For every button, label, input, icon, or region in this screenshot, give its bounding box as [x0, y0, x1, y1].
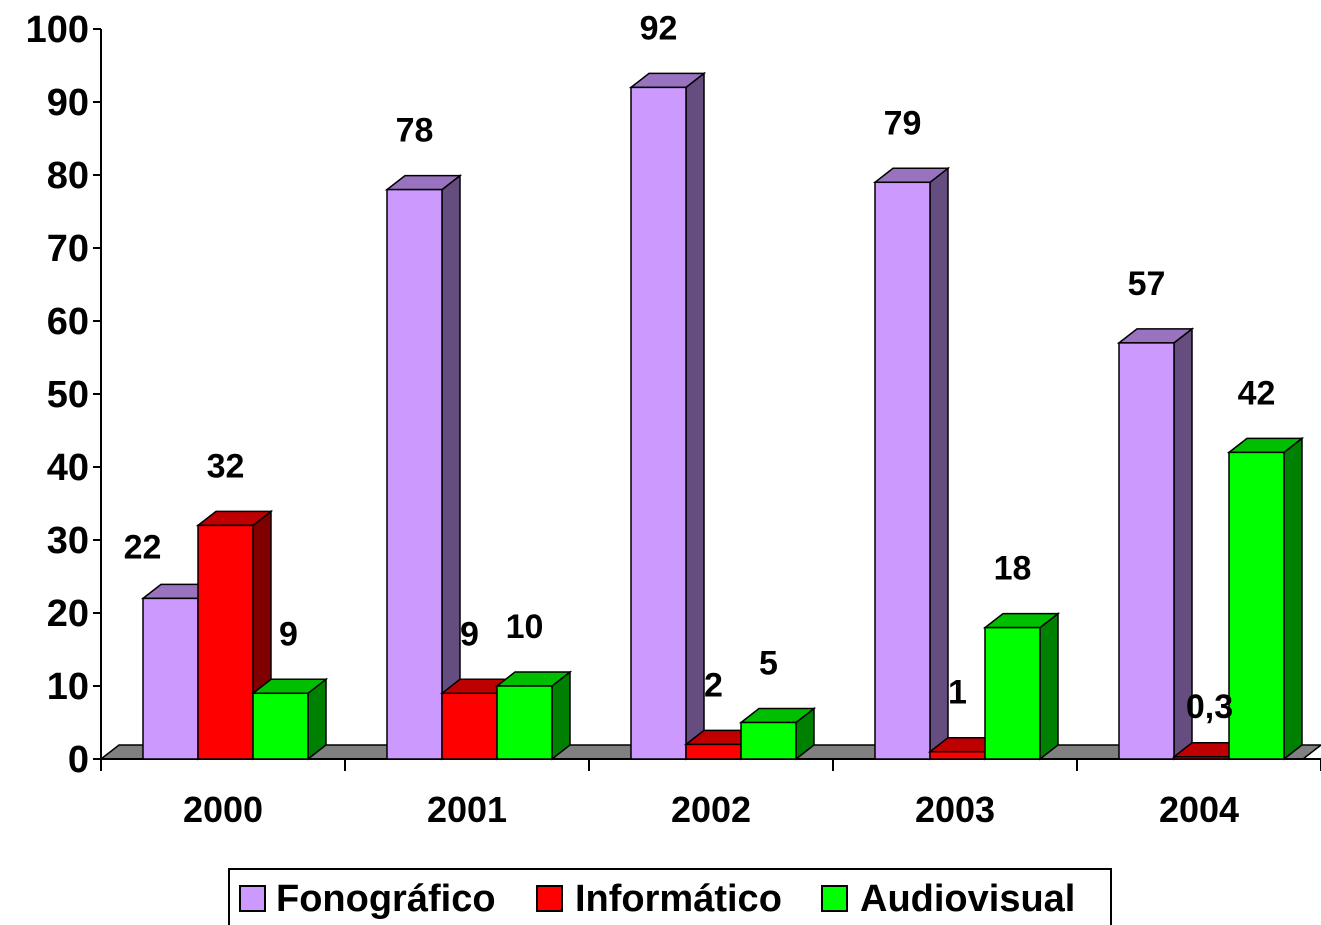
bar-side	[1039, 612, 1059, 761]
y-tick-label: 50	[47, 374, 89, 416]
bar-front	[874, 181, 931, 760]
y-tick-label: 0	[68, 739, 89, 781]
data-label: 92	[640, 9, 678, 47]
bar	[384, 174, 463, 761]
y-tick-label: 70	[47, 228, 89, 270]
data-label: 42	[1238, 374, 1276, 412]
x-category-label: 2004	[1159, 789, 1239, 830]
bar-front	[197, 524, 254, 760]
bar-front	[929, 750, 986, 760]
legend: Fonográfico Informático Audiovisual	[228, 868, 1112, 925]
y-tick-label: 80	[47, 155, 89, 197]
y-tick-label: 60	[47, 301, 89, 343]
x-category-label: 2001	[427, 789, 507, 830]
bar-side	[551, 670, 571, 761]
bar-side	[1283, 436, 1303, 761]
y-tick-label: 10	[47, 666, 89, 708]
bar	[982, 612, 1061, 761]
data-label: 0,3	[1186, 688, 1233, 726]
legend-label: Informático	[575, 878, 782, 920]
bar-front	[252, 692, 309, 760]
bar	[250, 677, 329, 761]
legend-swatch	[536, 885, 563, 912]
x-category-label: 2000	[183, 789, 263, 830]
bar-front	[685, 743, 742, 760]
bar	[1116, 327, 1195, 761]
legend-label: Audiovisual	[860, 878, 1075, 920]
bar-side	[441, 174, 461, 761]
data-label: 79	[884, 104, 922, 142]
bars-group	[140, 71, 1305, 761]
y-tick-label: 40	[47, 447, 89, 489]
bar	[872, 166, 951, 761]
bar-front	[142, 597, 199, 760]
bar-side	[685, 71, 705, 761]
bar	[494, 670, 573, 761]
bar-front	[441, 692, 498, 760]
data-label: 32	[207, 447, 245, 485]
data-label: 18	[994, 550, 1032, 588]
legend-label: Fonográfico	[276, 878, 496, 920]
bar	[1226, 436, 1305, 761]
bar	[628, 71, 707, 761]
bar-front	[1228, 451, 1285, 760]
legend-swatch	[239, 885, 266, 912]
y-tick-label: 100	[26, 9, 89, 51]
x-category-label: 2002	[671, 789, 751, 830]
y-tick-label: 30	[47, 520, 89, 562]
data-label: 5	[759, 645, 778, 683]
y-tick-label: 90	[47, 82, 89, 124]
bar-front	[740, 721, 797, 760]
bar-side	[929, 166, 949, 761]
data-label: 10	[506, 608, 544, 646]
y-tick-label: 20	[47, 593, 89, 635]
data-label: 9	[460, 615, 479, 653]
legend-box	[228, 868, 1112, 925]
bar-front	[984, 626, 1041, 760]
data-label: 78	[396, 112, 434, 150]
bar-front	[1173, 756, 1230, 760]
data-label: 2	[704, 666, 723, 704]
bar	[738, 706, 817, 761]
x-category-label: 2003	[915, 789, 995, 830]
legend-swatch	[821, 885, 848, 912]
data-label: 22	[124, 528, 162, 566]
data-labels-group: 22 32 9 78 9 10 92 25 79 1 18 57 0,3 42	[124, 9, 1276, 726]
data-label: 57	[1128, 265, 1166, 303]
data-label: 1	[948, 674, 967, 712]
bar-front	[496, 685, 553, 760]
bar-front	[386, 188, 443, 760]
data-label: 9	[279, 615, 298, 653]
bar-front	[630, 86, 687, 760]
bar-front	[1118, 342, 1175, 760]
